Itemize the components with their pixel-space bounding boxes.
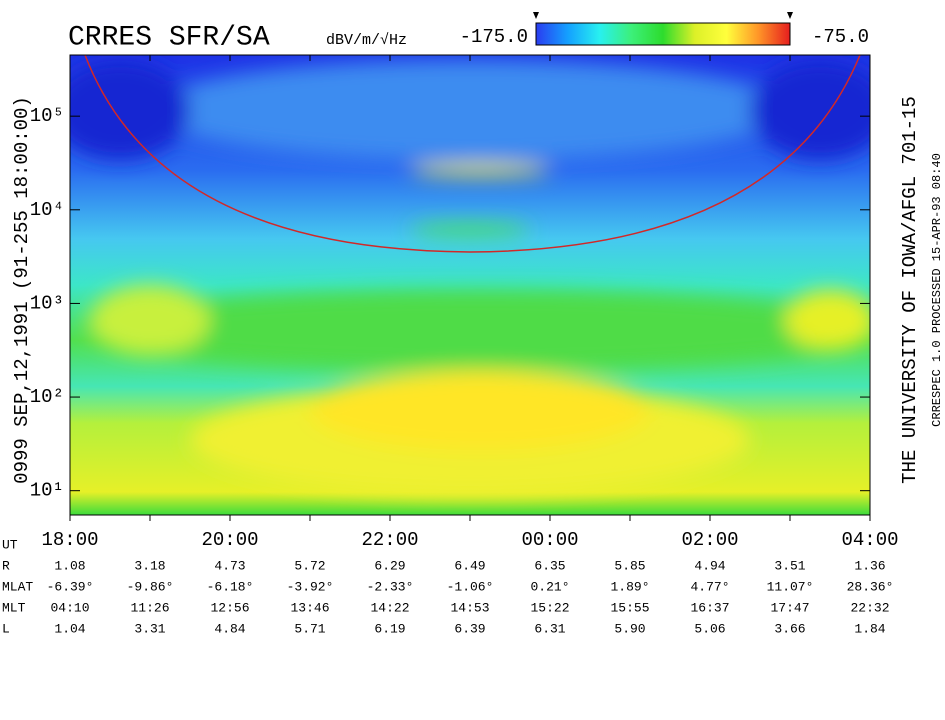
- table-cell: 6.49: [454, 558, 485, 573]
- table-cell: 4.94: [694, 558, 725, 573]
- table-cell: 3.51: [774, 558, 805, 573]
- table-cell: 5.72: [294, 558, 325, 573]
- table-cell: 4.73: [214, 558, 245, 573]
- table-cell: 3.18: [134, 558, 165, 573]
- table-cell: -1.06°: [447, 579, 494, 594]
- table-cell: 22:32: [850, 600, 889, 615]
- table-cell: -6.18°: [207, 579, 254, 594]
- table-cell: 14:22: [370, 600, 409, 615]
- table-cell: 5.71: [294, 621, 325, 636]
- right-sublabel: CRRESPEC 1.0 PROCESSED 15-APR-93 08:40: [930, 153, 944, 427]
- table-cell: 1.36: [854, 558, 885, 573]
- table-row-label: MLT: [2, 600, 26, 615]
- table-cell: 6.35: [534, 558, 565, 573]
- y-tick-label: 10²: [30, 386, 64, 408]
- left-label: 0999 SEP,12,1991 (91-255 18:00:00): [11, 96, 33, 484]
- table-cell: 3.31: [134, 621, 165, 636]
- table-cell: 6.39: [454, 621, 485, 636]
- y-tick-label: 10³: [30, 292, 64, 314]
- colorbar-tick-label: -75.0: [812, 26, 869, 48]
- y-tick-label: 10⁴: [30, 199, 64, 221]
- table-cell: 14:53: [450, 600, 489, 615]
- table-cell: -2.33°: [367, 579, 414, 594]
- table-cell: -9.86°: [127, 579, 174, 594]
- table-time-label: UT: [2, 537, 18, 552]
- table-cell: 28.36°: [847, 579, 894, 594]
- x-tick-label: 22:00: [361, 529, 418, 551]
- table-cell: 3.66: [774, 621, 805, 636]
- y-tick-label: 10¹: [30, 480, 64, 502]
- right-label: THE UNIVERSITY OF IOWA/AFGL 701-15: [899, 96, 921, 484]
- table-cell: 1.89°: [610, 579, 649, 594]
- table-cell: -3.92°: [287, 579, 334, 594]
- x-tick-label: 18:00: [41, 529, 98, 551]
- table-cell: 4.84: [214, 621, 245, 636]
- colorbar: [535, 22, 791, 46]
- table-cell: 12:56: [210, 600, 249, 615]
- table-cell: 1.08: [54, 558, 85, 573]
- table-row-label: L: [2, 621, 10, 636]
- table-row-label: R: [2, 558, 10, 573]
- colorbar-label: dBV/m/√Hz: [326, 31, 407, 49]
- table-cell: 15:22: [530, 600, 569, 615]
- table-cell: 4.77°: [690, 579, 729, 594]
- table-cell: 6.29: [374, 558, 405, 573]
- table-cell: 17:47: [770, 600, 809, 615]
- table-cell: 6.31: [534, 621, 565, 636]
- table-cell: -6.39°: [47, 579, 94, 594]
- colorbar-tick-label: -175.0: [460, 26, 528, 48]
- table-cell: 11.07°: [767, 579, 814, 594]
- x-tick-label: 20:00: [201, 529, 258, 551]
- table-cell: 5.06: [694, 621, 725, 636]
- table-cell: 11:26: [130, 600, 169, 615]
- colorbar-tick: [533, 12, 539, 19]
- table-cell: 0.21°: [530, 579, 569, 594]
- table-cell: 5.90: [614, 621, 645, 636]
- x-tick-label: 02:00: [681, 529, 738, 551]
- colorbar-tick: [787, 12, 793, 19]
- table-cell: 1.84: [854, 621, 885, 636]
- table-cell: 5.85: [614, 558, 645, 573]
- chart-title: CRRES SFR/SA: [68, 22, 270, 53]
- table-cell: 1.04: [54, 621, 85, 636]
- y-tick-label: 10⁵: [30, 105, 64, 127]
- table-cell: 13:46: [290, 600, 329, 615]
- x-tick-label: 00:00: [521, 529, 578, 551]
- table-cell: 15:55: [610, 600, 649, 615]
- table-cell: 16:37: [690, 600, 729, 615]
- x-tick-label: 04:00: [841, 529, 898, 551]
- spectrogram: [70, 55, 870, 515]
- table-row-label: MLAT: [2, 579, 33, 594]
- table-cell: 04:10: [50, 600, 89, 615]
- table-cell: 6.19: [374, 621, 405, 636]
